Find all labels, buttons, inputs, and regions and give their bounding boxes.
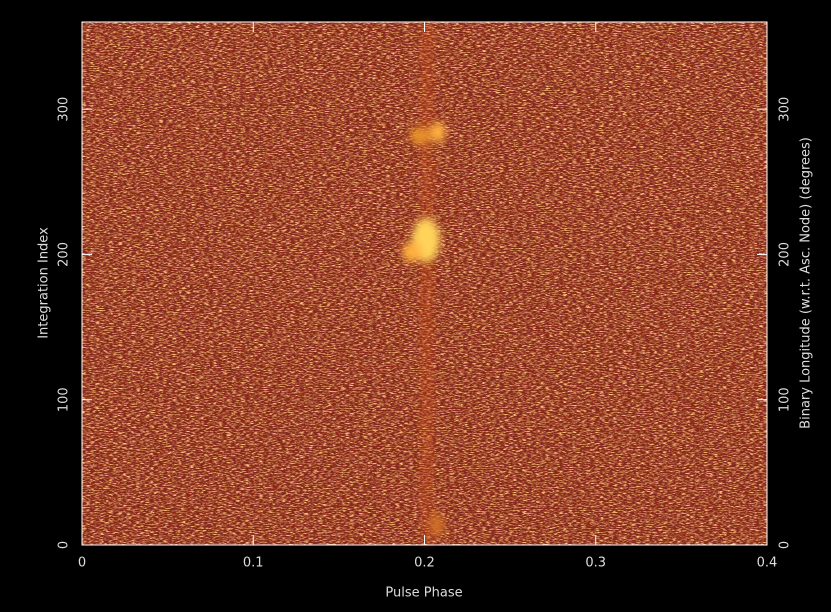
y-axis-label: Integration Index bbox=[37, 227, 52, 339]
y2-tick-label: 100 bbox=[778, 387, 793, 412]
heatmap-image bbox=[82, 22, 767, 545]
x-tick-label: 0 bbox=[78, 556, 86, 571]
y2-axis-label: Binary Longitude (w.r.t. Asc. Node) (deg… bbox=[799, 137, 814, 429]
x-tick-label: 0.1 bbox=[243, 556, 264, 571]
y-tick-label: 300 bbox=[57, 97, 72, 122]
y2-tick-label: 0 bbox=[778, 541, 793, 549]
x-tick-label: 0.2 bbox=[414, 556, 435, 571]
x-tick-label: 0.4 bbox=[757, 556, 778, 571]
y2-tick-label: 300 bbox=[778, 97, 793, 122]
y2-tick-label: 200 bbox=[778, 242, 793, 267]
y-tick-label: 0 bbox=[57, 541, 72, 549]
x-axis-label: Pulse Phase bbox=[385, 586, 462, 601]
y-tick-label: 200 bbox=[57, 242, 72, 267]
y-tick-label: 100 bbox=[57, 387, 72, 412]
x-tick-label: 0.3 bbox=[585, 556, 606, 571]
